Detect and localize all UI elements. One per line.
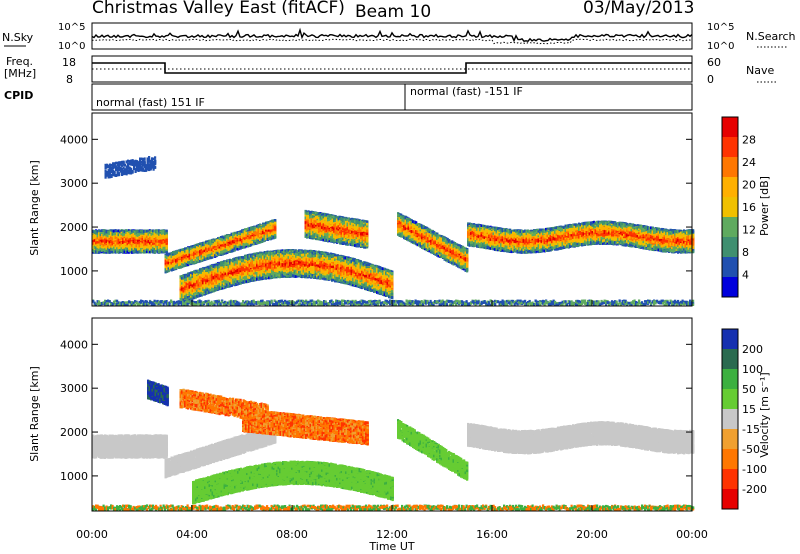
nsky-label: N.Sky — [2, 31, 34, 44]
nsky-tick-high: 10^5 — [58, 22, 85, 33]
nave-label: Nave — [746, 64, 774, 77]
cpid-mode-1: normal (fast) 151 IF — [96, 96, 205, 109]
nsearch-tick-low: 10^0 — [707, 41, 734, 52]
nsky-panel: N.Sky 10^5 10^0 10^5 10^0 N.Search — [2, 22, 796, 52]
freq-panel: Freq. [MHz] 18 8 60 0 Nave — [4, 55, 778, 86]
freq-series — [92, 63, 692, 73]
nave-tick-low: 0 — [707, 73, 714, 86]
nsearch-series — [92, 39, 692, 43]
nsky-tick-low: 10^0 — [58, 41, 85, 52]
freq-tick-low: 8 — [66, 73, 73, 86]
chart-title: Christmas Valley East (fitACF) — [92, 0, 345, 18]
beam-label: Beam 10 — [355, 2, 431, 22]
chart-canvas: Christmas Valley East (fitACF) Beam 10 0… — [0, 0, 800, 554]
nsearch-label: N.Search — [746, 30, 796, 43]
nsearch-tick-high: 10^5 — [707, 22, 734, 33]
nave-tick-high: 60 — [707, 56, 721, 69]
freq-tick-high: 18 — [62, 56, 76, 69]
cpid-mode-2: normal (fast) -151 IF — [410, 85, 523, 98]
freq-unit: [MHz] — [4, 67, 36, 80]
cpid-panel: CPID normal (fast) 151 IF normal (fast) … — [4, 84, 692, 110]
cpid-label: CPID — [4, 89, 33, 102]
date-label: 03/May/2013 — [583, 0, 695, 18]
power-heatmap — [92, 156, 694, 306]
nsky-series — [92, 30, 692, 41]
